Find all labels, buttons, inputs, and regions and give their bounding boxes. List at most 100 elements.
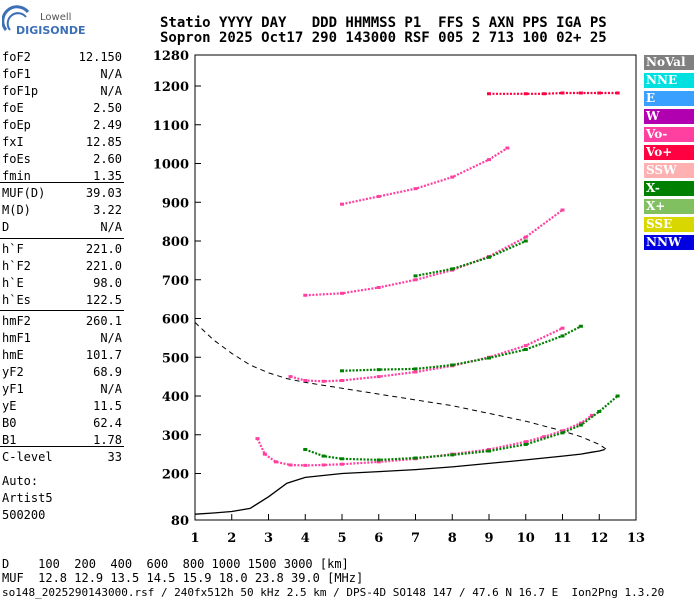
- param-name: h`F: [2, 242, 24, 256]
- echo-trace: [290, 327, 563, 383]
- param-name: MUF(D): [2, 186, 46, 200]
- echo-point: [615, 91, 620, 95]
- param-name: fxI: [2, 135, 24, 149]
- separator: [0, 238, 124, 239]
- muf-curve: [194, 322, 607, 450]
- echo-point: [487, 447, 491, 451]
- y-tick-label: 800: [162, 235, 189, 250]
- param-value: 260.1: [85, 314, 122, 328]
- echo-trace: [341, 325, 582, 372]
- echo-trace: [341, 147, 508, 206]
- echo-point: [589, 413, 594, 417]
- x-tick-label: 10: [517, 531, 535, 546]
- x-tick-label: 4: [301, 531, 310, 546]
- auto-info-line: 500200: [2, 508, 46, 522]
- param-row: fxI 12.85: [2, 135, 122, 151]
- param-row: foF1p N/A: [2, 84, 122, 100]
- echo-point: [542, 92, 547, 96]
- param-row: fmin 1.35: [2, 169, 122, 185]
- x-tick-label: 8: [448, 531, 457, 546]
- echo-trace: [415, 239, 527, 277]
- param-name: foF2: [2, 50, 31, 64]
- param-value: 39.03: [85, 186, 122, 200]
- muf-row: MUF 12.8 12.9 13.5 14.5 15.9 18.0 23.8 3…: [2, 571, 364, 585]
- y-tick-label: 600: [162, 313, 189, 328]
- param-name: foF1p: [2, 84, 39, 98]
- legend-item: SSW: [644, 163, 694, 178]
- separator: [0, 182, 124, 183]
- param-value: 12.85: [85, 135, 122, 149]
- legend-item: X+: [644, 199, 694, 214]
- echo-trace: [304, 395, 619, 462]
- param-name: yF2: [2, 365, 24, 379]
- param-name: foEs: [2, 152, 31, 166]
- distance-row: D 100 200 400 600 800 1000 1500 3000 [km…: [2, 557, 349, 571]
- param-row: foEp 2.49: [2, 118, 122, 134]
- echo-point: [597, 410, 602, 413]
- y-tick-label: 1200: [153, 80, 189, 95]
- param-name: hmF2: [2, 314, 31, 328]
- param-value: 2.49: [93, 118, 122, 132]
- echo-point: [413, 278, 418, 282]
- param-row: hmE 101.7: [2, 348, 122, 364]
- param-row: C-level 33: [2, 450, 122, 466]
- separator: [0, 310, 124, 311]
- x-tick-label: 9: [484, 531, 493, 546]
- param-row: yF1 N/A: [2, 382, 122, 398]
- param-value: N/A: [100, 67, 122, 81]
- echo-point: [321, 379, 326, 383]
- param-name: yF1: [2, 382, 24, 396]
- param-row: foF1 N/A: [2, 67, 122, 83]
- param-name: hmE: [2, 348, 24, 362]
- param-name: fmin: [2, 169, 31, 183]
- echo-point: [413, 456, 418, 460]
- x-tick-label: 12: [590, 531, 608, 546]
- x-tick-label: 7: [411, 531, 420, 546]
- param-value: 62.4: [93, 416, 122, 430]
- param-row: B0 62.4: [2, 416, 122, 432]
- param-row: yF2 68.9: [2, 365, 122, 381]
- x-tick-label: 6: [374, 531, 383, 546]
- echo-point: [450, 267, 455, 271]
- legend-item: NNE: [644, 73, 694, 88]
- param-row: foE 2.50: [2, 101, 122, 117]
- legend-item: Vo+: [644, 145, 694, 160]
- echo-point: [262, 452, 267, 456]
- echo-point: [340, 462, 344, 466]
- param-row: hmF2 260.1: [2, 314, 122, 330]
- param-value: 1.78: [93, 433, 122, 447]
- y-tick-label: 80: [171, 514, 189, 529]
- param-name: foE: [2, 101, 24, 115]
- echo-point: [288, 375, 293, 379]
- x-tick-label: 1: [190, 531, 199, 546]
- param-row: D N/A: [2, 220, 122, 236]
- param-value: 2.60: [93, 152, 122, 166]
- echo-point: [340, 457, 344, 461]
- echo-point: [303, 293, 308, 297]
- auto-info-line: Artist5: [2, 491, 53, 505]
- echo-point: [413, 370, 418, 374]
- echo-trace: [305, 209, 564, 297]
- echo-point: [376, 194, 381, 198]
- echo-trace: [256, 414, 593, 467]
- param-row: h`Es 122.5: [2, 293, 122, 309]
- digisonde-logo-icon: [2, 5, 30, 31]
- param-name: B0: [2, 416, 17, 430]
- param-row: M(D) 3.22: [2, 203, 122, 219]
- param-name: M(D): [2, 203, 31, 217]
- x-tick-label: 3: [264, 531, 273, 546]
- param-name: D: [2, 220, 10, 234]
- x-tick-label: 11: [553, 531, 571, 546]
- header-line-2: Sopron 2025 Oct17 290 143000 RSF 005 2 7…: [160, 30, 607, 46]
- param-row: foEs 2.60: [2, 152, 122, 168]
- echo-point: [560, 429, 565, 433]
- y-tick-label: 400: [162, 390, 189, 405]
- param-row: yE 11.5: [2, 399, 122, 415]
- echo-trace: [489, 91, 618, 95]
- param-value: N/A: [100, 331, 122, 345]
- param-row: foF2 12.150: [2, 50, 122, 66]
- echo-point: [523, 440, 528, 444]
- param-value: 101.7: [85, 348, 122, 362]
- echo-point: [487, 255, 491, 259]
